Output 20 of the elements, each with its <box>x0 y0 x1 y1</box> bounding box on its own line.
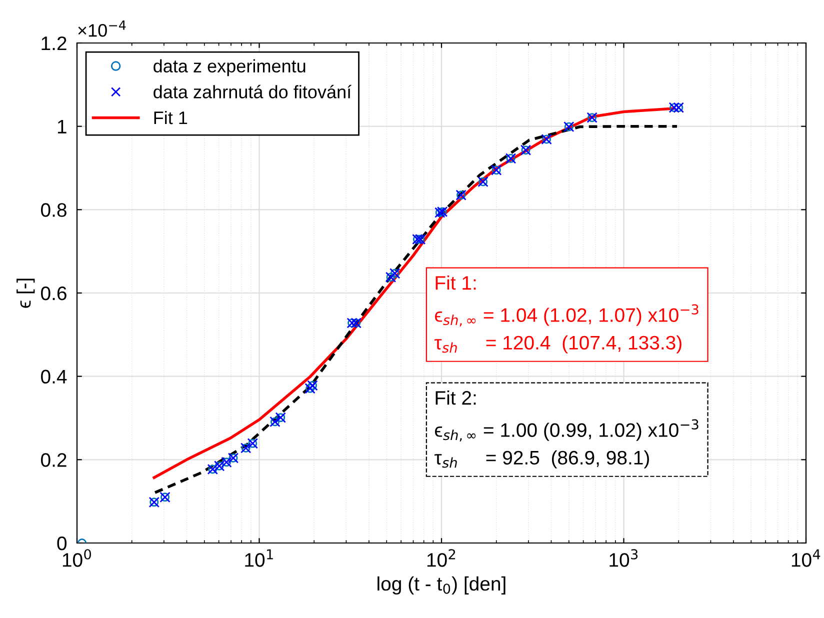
x-tick-label: 10$^{4}$ <box>792 549 820 567</box>
y-tick-label: 0.4 <box>41 370 67 384</box>
legend-label: Fit 1 <box>154 110 188 124</box>
legend-label: data z experimentu <box>154 59 306 76</box>
y-tick-label: 0 <box>57 536 67 550</box>
text: Fit 1: ϵ$_{sh,∞}$ = 1.04 (1.02, 1.07) x10$^{−3}$ τ$_{sh}$ = 120.4 (107.4, 133.3) <box>434 276 698 354</box>
text: ×10$^{−4}$ <box>78 20 126 37</box>
x-tick-label: 10$^{1}$ <box>245 549 273 567</box>
x-axis-title: log (t - t$_{0}$) [den] <box>378 576 506 595</box>
y-tick-label: 0.8 <box>41 203 66 217</box>
y-axis-title: ϵ [-] <box>16 278 35 308</box>
x-tick-label: 10$^{2}$ <box>427 549 456 567</box>
y-tick-label: 1.2 <box>42 36 66 50</box>
y-tick-label: 0.2 <box>41 453 66 467</box>
y-tick-label: 1 <box>58 120 66 134</box>
legend-label: data zahrnutá do fitování <box>154 84 352 98</box>
x-tick-label: 10$^{0}$ <box>62 549 92 567</box>
x-tick-label: 10$^{3}$ <box>610 549 638 567</box>
text: Fit 2: ϵ$_{sh,∞}$ = 1.00 (0.99, 1.02) x10$^{−3}$ τ$_{sh}$ = 92.5 (86.9, 98.1) <box>434 390 698 468</box>
y-tick-label: 0.6 <box>41 286 66 300</box>
